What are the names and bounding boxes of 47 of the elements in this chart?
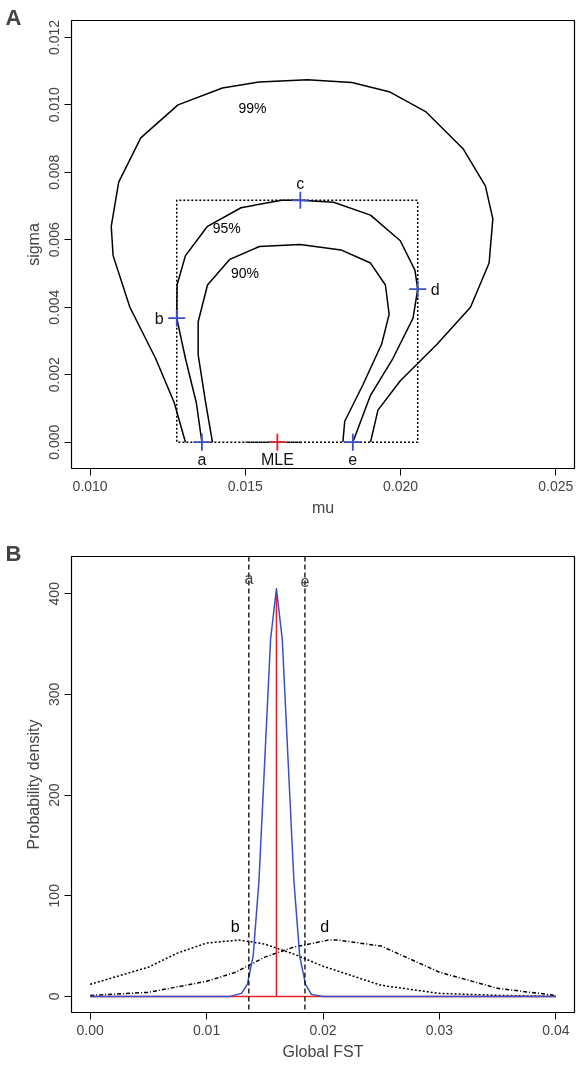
series-label: 90% <box>231 264 260 281</box>
x-axis-title: Global FST <box>282 1042 364 1060</box>
y-tick-label: 0.010 <box>46 87 63 123</box>
x-tick-label: 0.03 <box>425 1021 454 1038</box>
series-label: 95% <box>212 220 241 237</box>
point <box>408 279 428 299</box>
chart-title: B <box>5 540 22 566</box>
x-tick-label: 0.01 <box>192 1021 221 1038</box>
y-tick-label: 0.006 <box>46 222 63 258</box>
y-tick-label: 0 <box>46 992 63 1001</box>
point <box>267 432 287 452</box>
x-tick-label: 0.04 <box>542 1021 570 1038</box>
data-label: b <box>154 309 164 327</box>
point <box>167 308 187 328</box>
y-tick-label: 400 <box>46 581 63 606</box>
point <box>290 190 310 210</box>
line-series <box>110 79 494 443</box>
series-label: d <box>320 917 330 935</box>
point <box>343 432 363 452</box>
y-tick-label: 0.002 <box>46 356 63 393</box>
y-tick-label: 0.012 <box>46 19 63 55</box>
ref-line-label: e <box>300 572 310 590</box>
x-axis-title: mu <box>311 498 335 516</box>
y-axis-title: sigma <box>24 223 42 266</box>
series-label: 99% <box>238 99 267 116</box>
x-tick-label: 0.025 <box>538 477 574 494</box>
y-tick-label: 0.008 <box>46 154 63 190</box>
point <box>192 432 212 452</box>
data-label: d <box>430 280 440 298</box>
x-tick-label: 0.010 <box>72 477 108 494</box>
data-label: c <box>296 174 305 192</box>
ref-line-label: a <box>244 569 254 587</box>
y-tick-label: 100 <box>46 883 63 908</box>
series-label: b <box>230 917 240 935</box>
y-tick-label: 0.000 <box>46 424 63 460</box>
x-tick-label: 0.00 <box>76 1021 104 1038</box>
x-tick-label: 0.015 <box>227 477 264 494</box>
data-label: a <box>197 450 207 468</box>
y-tick-label: 300 <box>46 682 63 707</box>
data-label: e <box>348 451 358 469</box>
y-tick-label: 200 <box>46 783 63 807</box>
data-label: MLE <box>260 450 294 468</box>
x-tick-label: 0.020 <box>383 477 419 494</box>
chart-title: A <box>5 4 22 30</box>
y-tick-label: 0.004 <box>46 289 63 325</box>
x-tick-label: 0.02 <box>309 1021 337 1038</box>
y-axis-title: Probability density <box>24 719 42 850</box>
